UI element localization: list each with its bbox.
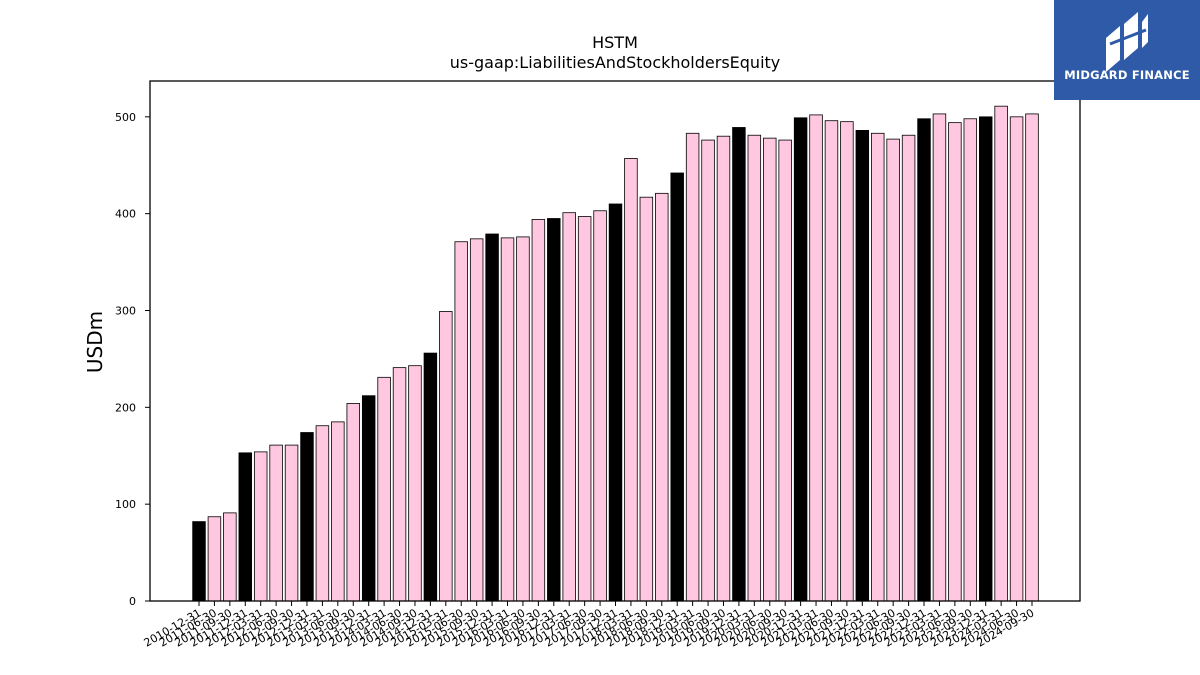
bar-2019-03-31	[685, 132, 700, 602]
bar-2023-09-30	[963, 118, 978, 602]
bar-2015-12-31	[485, 233, 499, 602]
bar-2020-09-30	[778, 139, 792, 602]
bar-2014-12-31	[423, 352, 438, 602]
bar-2012-03-31	[253, 451, 268, 602]
bar-2018-09-30	[655, 192, 669, 602]
y-tick-label: 500	[115, 111, 136, 124]
bar-2014-03-31	[377, 376, 391, 602]
bars-group	[192, 105, 1039, 602]
y-ticks-group: 0 100 200 300 400 500	[115, 111, 150, 608]
bar-2017-12-31	[608, 203, 623, 602]
plot-frame	[149, 80, 1081, 602]
y-tick-label: 0	[129, 595, 136, 608]
bar-2016-12-31	[547, 218, 561, 602]
chart-title: HSTM	[592, 33, 638, 52]
bar-2019-09-30	[716, 135, 731, 602]
bar-2016-06-30	[516, 236, 530, 602]
bar-2013-09-30	[346, 403, 360, 602]
bar-2024-09-30	[1025, 113, 1039, 602]
bar-2017-06-30	[577, 216, 592, 602]
bar-2012-06-30	[269, 444, 283, 602]
bar-2023-06-30	[948, 122, 962, 602]
y-axis-label: USDm	[83, 311, 107, 373]
bar-2014-06-30	[392, 367, 407, 602]
bar-2024-03-31	[994, 105, 1008, 602]
bar-2022-06-30	[886, 138, 900, 602]
brand-name: MIDGARD FINANCE	[1064, 68, 1190, 82]
bar-2016-03-31	[500, 237, 515, 602]
bar-2011-06-30	[207, 516, 222, 602]
bar-2013-12-31	[361, 395, 376, 602]
chart-subtitle: us-gaap:LiabilitiesAndStockholdersEquity	[450, 53, 781, 72]
bar-2019-06-30	[701, 139, 715, 602]
bar-2021-09-30	[840, 121, 854, 602]
bar-2022-03-31	[871, 132, 885, 602]
y-tick-label: 400	[115, 208, 136, 221]
bar-2012-12-31	[300, 432, 314, 602]
bar-2017-03-31	[562, 212, 576, 602]
brand-logo-icon	[1106, 12, 1148, 72]
bar-2023-12-31	[979, 116, 993, 602]
bar-2016-09-30	[531, 219, 546, 602]
bar-2022-12-31	[917, 118, 931, 602]
bar-2022-09-30	[901, 134, 916, 602]
bar-2021-06-30	[824, 120, 839, 602]
brand-logo: MIDGARD FINANCE	[1054, 0, 1200, 100]
bar-2017-09-30	[593, 210, 607, 602]
bar-2010-12-31	[192, 521, 206, 602]
y-tick-label: 300	[115, 305, 136, 318]
bar-2011-12-31	[238, 452, 252, 602]
bar-2021-12-31	[855, 129, 870, 602]
bar-2020-03-31	[747, 134, 762, 602]
bar-2018-03-31	[624, 158, 638, 602]
bar-2015-03-31	[439, 311, 453, 602]
bar-2020-12-31	[793, 117, 808, 602]
bar-2018-12-31	[670, 172, 684, 602]
bar-2019-12-31	[732, 127, 746, 602]
x-ticks-group: 2010-12-312011-06-302011-09-302011-12-31…	[142, 601, 1037, 650]
bar-2023-03-31	[932, 113, 947, 602]
bar-2021-03-31	[809, 114, 823, 602]
bar-2024-06-30	[1009, 116, 1024, 602]
bar-2012-09-30	[284, 444, 299, 602]
bar-2013-06-30	[331, 421, 345, 602]
bar-2014-09-30	[408, 365, 422, 602]
bar-2018-06-30	[639, 196, 654, 602]
bar-2013-03-31	[315, 425, 330, 602]
bar-2015-06-30	[454, 241, 468, 602]
bar-2015-09-30	[469, 238, 484, 602]
y-tick-label: 100	[115, 498, 136, 511]
y-tick-label: 200	[115, 401, 136, 414]
bar-2020-06-30	[763, 137, 777, 602]
bar-2011-09-30	[223, 512, 237, 602]
